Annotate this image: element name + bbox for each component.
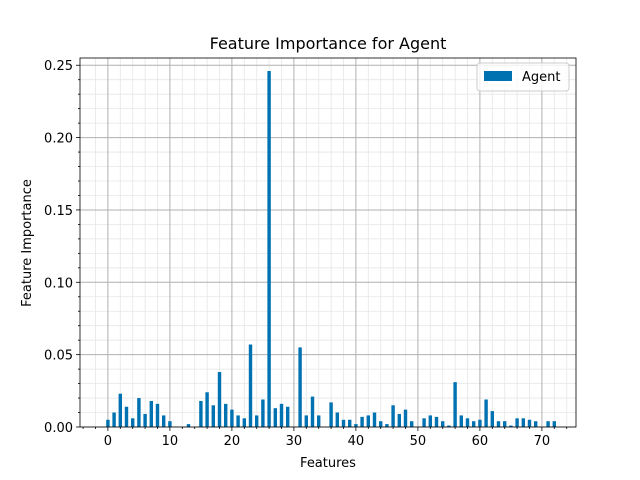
bar-feature-27 xyxy=(273,408,278,427)
bar-feature-68 xyxy=(527,419,532,427)
x-tick-label: 70 xyxy=(534,434,551,449)
bar-feature-31 xyxy=(298,347,302,427)
y-tick-label: 0.20 xyxy=(44,132,73,147)
bar-feature-67 xyxy=(521,418,526,427)
bar-feature-48 xyxy=(403,409,408,427)
legend: Agent xyxy=(476,62,570,92)
bar-feature-47 xyxy=(397,413,402,427)
bar-feature-29 xyxy=(285,406,290,427)
bar-feature-65 xyxy=(509,425,513,427)
bar-feature-34 xyxy=(316,415,321,427)
bar-feature-18 xyxy=(217,372,222,427)
x-tick-label: 50 xyxy=(410,434,427,449)
legend-label-agent: Agent xyxy=(522,70,560,85)
y-tick-label: 0.00 xyxy=(44,421,73,436)
bar-feature-13 xyxy=(186,424,191,427)
bar-feature-23 xyxy=(248,344,253,427)
bar-feature-17 xyxy=(211,405,216,427)
bar-feature-64 xyxy=(502,421,507,427)
bar-feature-26 xyxy=(267,71,271,427)
bar-feature-43 xyxy=(372,412,377,427)
bar-feature-4 xyxy=(130,418,135,427)
plot-frame xyxy=(79,57,577,428)
major-grid xyxy=(80,58,576,428)
y-axis-ticks: 0.00 0.05 0.10 0.15 0.20 0.25 xyxy=(44,59,80,436)
bar-feature-54 xyxy=(440,421,445,427)
bar-feature-3 xyxy=(124,406,129,427)
bar-feature-5 xyxy=(137,398,141,427)
bar-feature-20 xyxy=(230,409,234,427)
bar-feature-25 xyxy=(261,399,265,427)
bar-feature-22 xyxy=(242,418,247,427)
bar-feature-19 xyxy=(223,403,228,427)
y-tick-label: 0.10 xyxy=(44,276,73,291)
x-axis-label: Features xyxy=(300,456,356,471)
bar-feature-32 xyxy=(304,415,309,427)
bar-feature-7 xyxy=(149,400,154,427)
bar-feature-6 xyxy=(143,413,147,427)
x-tick-label: 0 xyxy=(104,434,112,449)
y-axis-label: Feature Importance xyxy=(20,179,35,307)
bar-feature-53 xyxy=(434,416,439,427)
bar-feature-59 xyxy=(471,421,476,427)
bar-feature-51 xyxy=(422,418,426,427)
bar-feature-24 xyxy=(254,415,259,427)
legend-box xyxy=(476,62,570,92)
bar-feature-56 xyxy=(453,382,457,427)
bar-feature-33 xyxy=(310,396,315,427)
y-tick-label: 0.25 xyxy=(44,59,73,74)
bar-feature-55 xyxy=(447,425,451,427)
bar-feature-63 xyxy=(496,421,501,427)
bar-feature-15 xyxy=(199,400,203,427)
bar-feature-21 xyxy=(236,415,240,427)
bar-feature-62 xyxy=(490,411,495,427)
x-axis-ticks: 0 10 20 30 40 50 60 70 xyxy=(82,427,568,449)
bar-feature-36 xyxy=(329,402,333,427)
bar-feature-41 xyxy=(360,416,364,427)
x-tick-label: 20 xyxy=(224,434,241,449)
bar-feature-28 xyxy=(279,403,284,427)
bar-feature-38 xyxy=(341,419,346,427)
bar-feature-10 xyxy=(168,421,172,427)
y-tick-label: 0.15 xyxy=(44,204,73,219)
x-tick-label: 30 xyxy=(286,434,303,449)
bar-feature-71 xyxy=(546,421,550,427)
bar-feature-58 xyxy=(465,418,470,427)
x-tick-label: 60 xyxy=(472,434,489,449)
bar-feature-8 xyxy=(155,403,160,427)
bar-feature-49 xyxy=(409,421,414,427)
bar-feature-1 xyxy=(112,412,116,427)
bar-feature-46 xyxy=(391,405,395,427)
bar-feature-52 xyxy=(428,415,433,427)
bar-feature-60 xyxy=(478,419,482,427)
bar-feature-9 xyxy=(161,415,166,427)
bar-feature-2 xyxy=(118,393,123,427)
bar-feature-72 xyxy=(552,421,557,427)
minor-grid xyxy=(80,58,576,427)
bar-feature-57 xyxy=(459,415,464,427)
bar-series-agent xyxy=(106,71,557,427)
bar-feature-40 xyxy=(354,424,358,427)
chart-title: Feature Importance for Agent xyxy=(210,34,447,53)
bar-feature-61 xyxy=(484,399,488,427)
bar-feature-66 xyxy=(515,418,519,427)
bar-feature-44 xyxy=(378,421,383,427)
legend-swatch-agent xyxy=(484,71,512,81)
x-tick-label: 40 xyxy=(348,434,365,449)
y-tick-label: 0.05 xyxy=(44,349,73,364)
bar-feature-39 xyxy=(347,419,352,427)
bar-feature-16 xyxy=(205,392,209,427)
bar-feature-0 xyxy=(106,419,110,427)
bar-feature-42 xyxy=(366,415,371,427)
bar-feature-37 xyxy=(335,412,340,427)
bar-feature-69 xyxy=(533,421,538,427)
x-tick-label: 10 xyxy=(162,434,179,449)
bar-feature-45 xyxy=(385,424,389,427)
